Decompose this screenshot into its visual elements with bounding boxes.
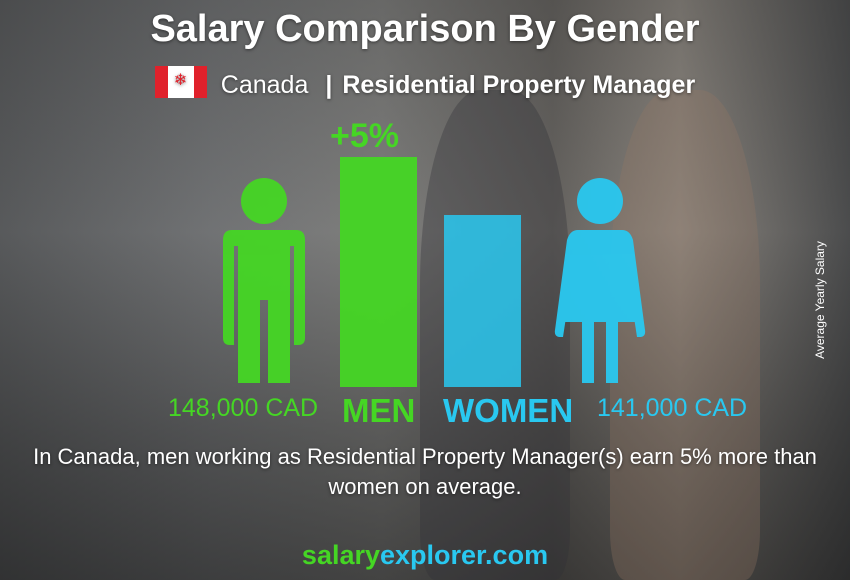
- job-title: Residential Property Manager: [342, 71, 696, 99]
- brand-part2: explorer.com: [380, 540, 549, 570]
- subtitle: ❄ Canada | Residential Property Manager: [0, 66, 850, 100]
- difference-label: +5%: [330, 117, 399, 155]
- brand-part1: salary: [301, 540, 380, 570]
- man-icon: [223, 178, 305, 383]
- page-title: Salary Comparison By Gender: [150, 8, 700, 50]
- women-salary-label: 141,000 CAD: [597, 394, 748, 422]
- woman-icon: [554, 178, 646, 383]
- y-axis-label: Average Yearly Salary: [813, 241, 827, 359]
- canada-flag-icon: ❄: [154, 66, 207, 98]
- country: Canada: [220, 71, 309, 99]
- men-label: MEN: [342, 392, 416, 429]
- bar-men: [340, 157, 417, 387]
- men-salary-label: 148,000 CAD: [168, 394, 319, 422]
- background-woman: [610, 90, 760, 580]
- women-label: WOMEN: [443, 392, 574, 429]
- separator: |: [325, 71, 333, 99]
- description: In Canada, men working as Residential Pr…: [33, 444, 817, 499]
- brand-link[interactable]: salaryexplorer.com: [0, 540, 850, 571]
- bar-women: [444, 215, 521, 387]
